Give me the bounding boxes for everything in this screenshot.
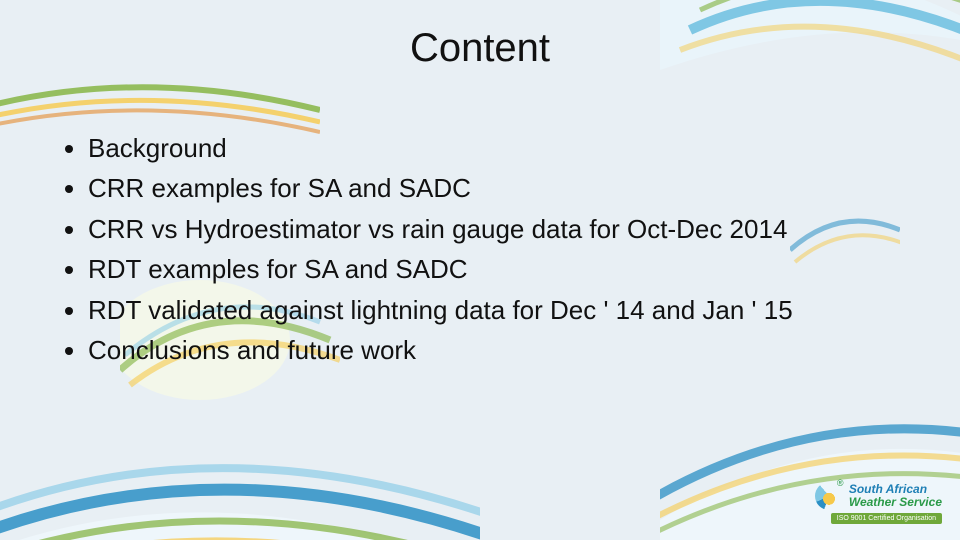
saws-logo: ® South African Weather Service ISO 9001… [815,482,942,524]
slide-title: Content [0,26,960,71]
logo-text-line2: Weather Service [849,496,942,509]
list-item: Background [88,130,880,166]
list-item: RDT examples for SA and SADC [88,251,880,287]
list-item: CRR vs Hydroestimator vs rain gauge data… [88,211,880,247]
list-item: CRR examples for SA and SADC [88,170,880,206]
logo-tagline: ISO 9001 Certified Organisation [831,513,942,524]
list-item: Conclusions and future work [88,332,880,368]
slide: Content Background CRR examples for SA a… [0,0,960,540]
list-item: RDT validated against lightning data for… [88,292,880,328]
registered-symbol: ® [837,478,844,488]
bullet-list: Background CRR examples for SA and SADC … [60,130,880,372]
